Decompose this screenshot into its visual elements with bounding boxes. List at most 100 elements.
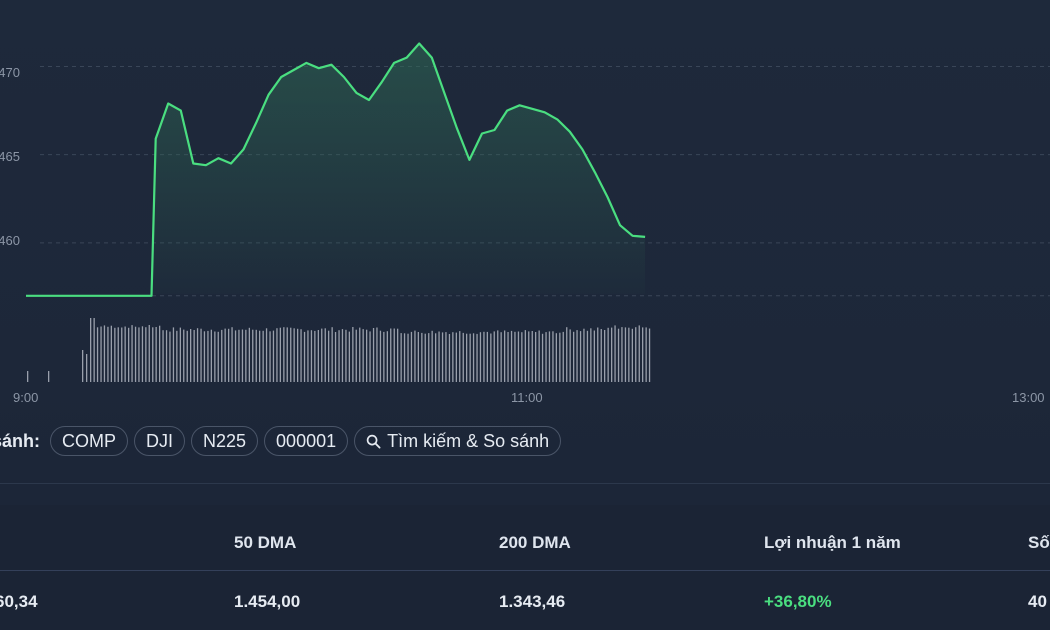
- volume-bar: [200, 328, 202, 382]
- volume-bar: [369, 331, 371, 382]
- price-point[interactable]: [178, 108, 184, 114]
- volume-bar: [607, 327, 609, 382]
- compare-chip-000001[interactable]: 000001: [264, 426, 349, 456]
- volume-bar: [600, 329, 602, 382]
- volume-bar: [376, 327, 378, 382]
- price-point[interactable]: [303, 60, 309, 66]
- price-point[interactable]: [253, 120, 259, 126]
- volume-bar: [96, 327, 99, 382]
- volume-bar: [421, 332, 423, 382]
- price-point[interactable]: [454, 125, 460, 131]
- price-point[interactable]: [241, 146, 247, 152]
- price-point[interactable]: [391, 60, 397, 66]
- price-point[interactable]: [278, 74, 284, 80]
- volume-bar: [345, 329, 347, 382]
- volume-bar: [110, 325, 112, 382]
- compare-chip-n225[interactable]: N225: [191, 426, 259, 456]
- compare-bar: sánh: COMP DJI N225 000001 Tìm kiếm & So…: [0, 424, 562, 458]
- search-compare-button[interactable]: Tìm kiếm & So sánh: [354, 426, 562, 456]
- volume-bar: [334, 332, 337, 382]
- volume-bar: [524, 330, 526, 382]
- price-line: [26, 42, 646, 297]
- volume-bar: [552, 331, 554, 382]
- price-point[interactable]: [642, 234, 648, 240]
- price-point[interactable]: [466, 157, 472, 163]
- volume-bar: [162, 330, 164, 382]
- price-point[interactable]: [153, 136, 159, 142]
- price-point[interactable]: [316, 65, 322, 71]
- price-point[interactable]: [429, 55, 435, 61]
- price-point[interactable]: [630, 233, 636, 239]
- price-area-fill: [26, 43, 646, 296]
- price-point[interactable]: [404, 55, 410, 61]
- price-point[interactable]: [228, 161, 234, 167]
- price-point[interactable]: [579, 146, 585, 152]
- price-point[interactable]: [529, 106, 535, 112]
- volume-bar: [566, 327, 568, 382]
- price-point[interactable]: [617, 222, 623, 228]
- volume-bar: [234, 330, 237, 382]
- volume-bar: [252, 329, 254, 382]
- volume-bar: [183, 329, 185, 382]
- price-point[interactable]: [379, 79, 385, 85]
- stats-header-truncated: Số: [1028, 533, 1050, 552]
- price-point[interactable]: [203, 162, 209, 168]
- price-point[interactable]: [266, 92, 272, 98]
- volume-bar: [538, 330, 540, 382]
- price-point[interactable]: [366, 97, 372, 103]
- volume-bar: [152, 327, 154, 382]
- price-point[interactable]: [605, 194, 611, 200]
- volume-bar: [93, 318, 95, 382]
- volume-bar: [469, 333, 471, 382]
- price-point[interactable]: [492, 127, 498, 133]
- volume-bar: [321, 328, 323, 382]
- intraday-chart[interactable]: [0, 0, 1050, 415]
- compare-chip-comp[interactable]: COMP: [50, 426, 129, 456]
- volume-bar: [407, 333, 409, 382]
- volume-bar: [445, 332, 447, 382]
- stats-header-50dma: 50 DMA: [234, 533, 297, 552]
- volume-bar: [148, 325, 150, 382]
- chip-label: 000001: [276, 430, 337, 451]
- volume-bar: [617, 328, 620, 382]
- price-point[interactable]: [291, 67, 297, 73]
- price-point[interactable]: [215, 155, 221, 161]
- volume-bar: [638, 325, 640, 382]
- volume-bar: [631, 328, 633, 382]
- price-point[interactable]: [416, 41, 422, 47]
- x-tick-label: 9:00: [13, 390, 39, 405]
- price-point[interactable]: [165, 101, 171, 107]
- volume-bar: [441, 332, 444, 382]
- price-point[interactable]: [592, 169, 598, 175]
- price-point[interactable]: [341, 74, 347, 80]
- volume-bar: [338, 330, 340, 382]
- price-point[interactable]: [554, 116, 560, 122]
- volume-bar: [555, 333, 557, 382]
- price-point[interactable]: [354, 90, 360, 96]
- volume-bar: [624, 327, 627, 382]
- price-point[interactable]: [441, 90, 447, 96]
- volume-bar: [573, 331, 575, 382]
- price-point[interactable]: [479, 131, 485, 137]
- volume-bar: [331, 327, 333, 382]
- volume-bar: [276, 328, 278, 382]
- price-point[interactable]: [517, 102, 523, 108]
- price-point[interactable]: [567, 129, 573, 135]
- volume-bar: [210, 329, 212, 382]
- search-compare-label: Tìm kiếm & So sánh: [387, 430, 550, 451]
- price-point[interactable]: [328, 62, 334, 68]
- price-point[interactable]: [190, 161, 196, 167]
- stats-table: 50 DMA 200 DMA Lợi nhuận 1 năm Số 60,34 …: [0, 505, 1050, 630]
- compare-chip-dji[interactable]: DJI: [134, 426, 186, 456]
- volume-bar: [383, 331, 385, 382]
- price-point[interactable]: [23, 293, 29, 299]
- volume-bar: [179, 327, 181, 382]
- price-point[interactable]: [504, 108, 510, 114]
- price-point[interactable]: [542, 109, 548, 115]
- price-point[interactable]: [149, 293, 155, 299]
- volume-bar: [448, 334, 451, 382]
- volume-bar: [134, 326, 137, 382]
- x-tick-label: 13:00: [1012, 390, 1045, 405]
- volume-bar: [462, 332, 464, 382]
